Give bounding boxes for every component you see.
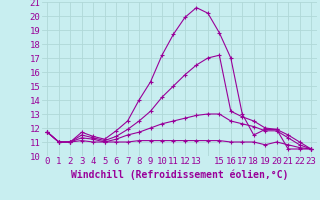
X-axis label: Windchill (Refroidissement éolien,°C): Windchill (Refroidissement éolien,°C) <box>70 169 288 180</box>
